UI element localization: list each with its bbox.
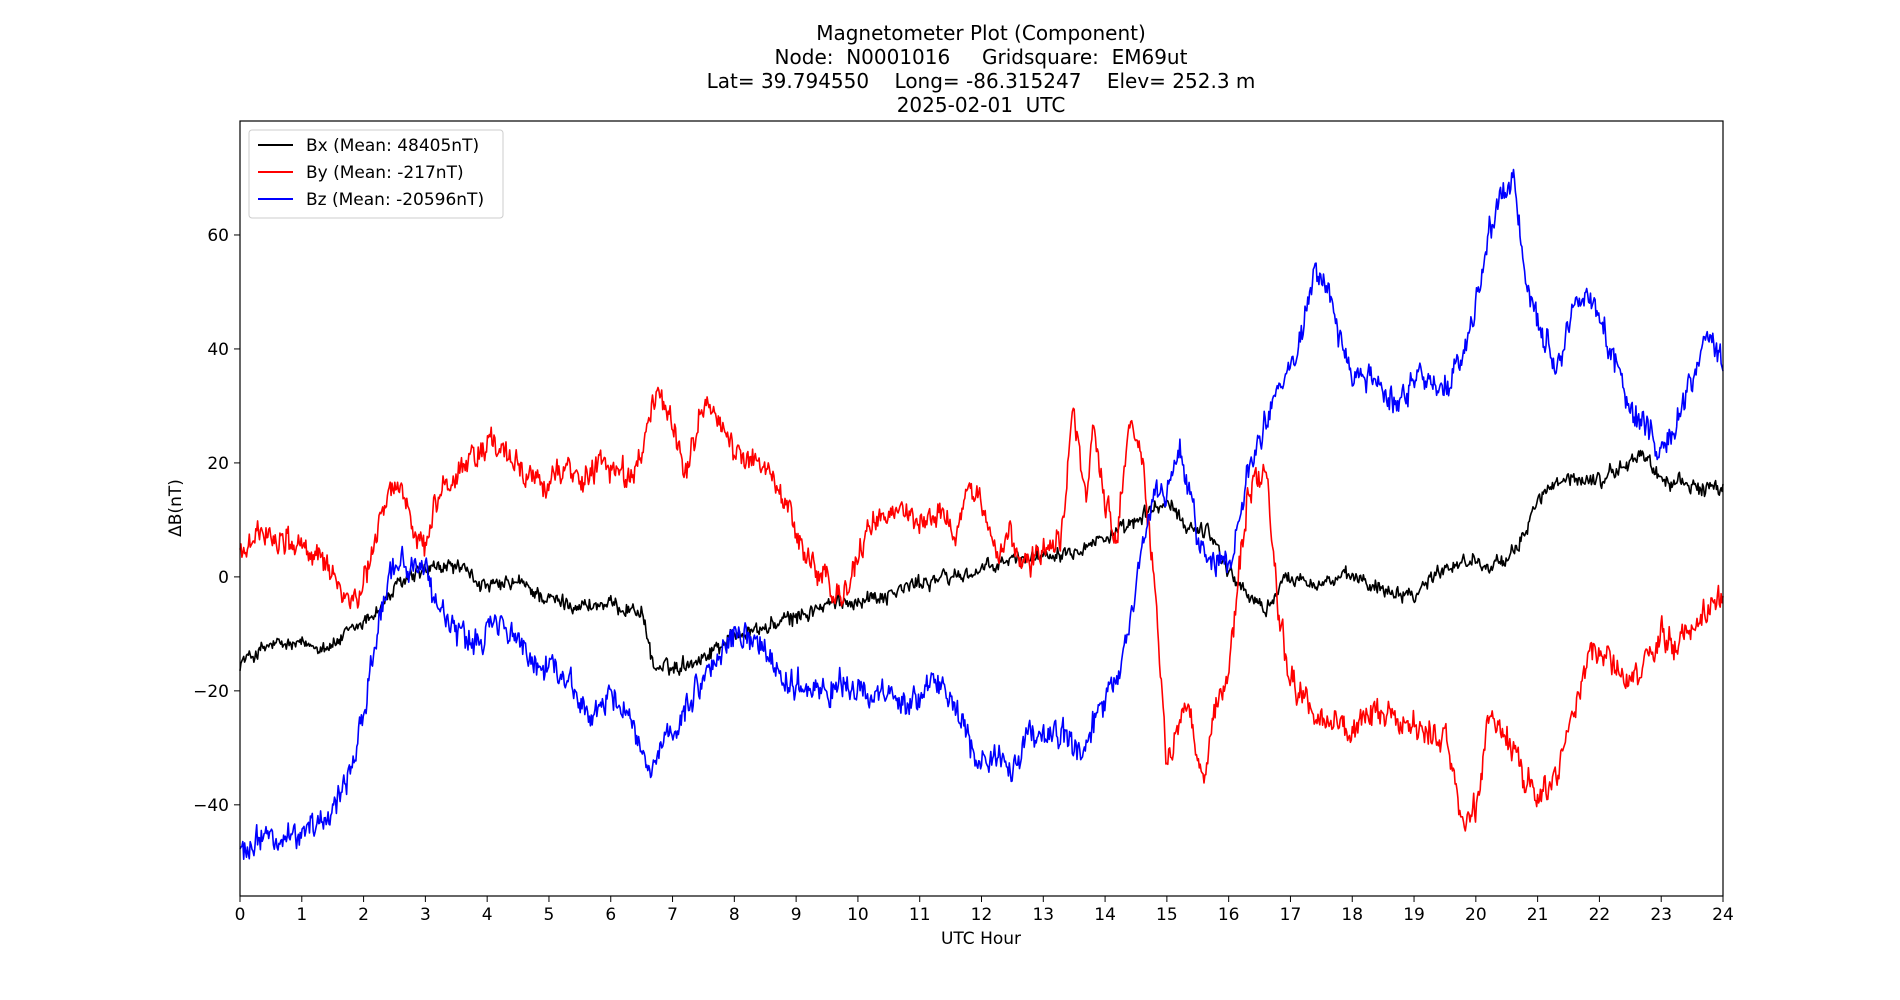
y-tick-label: 60 [207, 226, 229, 246]
x-axis-label: UTC Hour [941, 929, 1021, 949]
series-line-bz [239, 168, 1724, 860]
title-line-3: Lat= 39.794550 Long= -86.315247 Elev= 25… [707, 69, 1256, 93]
x-tick-label: 1 [296, 905, 307, 925]
x-tick-label: 7 [667, 905, 678, 925]
title-line-2: Node: N0001016 Gridsquare: EM69ut [775, 45, 1188, 69]
x-tick-label: 8 [729, 905, 740, 925]
y-tick-label: 20 [207, 454, 229, 474]
x-tick-label: 16 [1218, 905, 1240, 925]
series-group [239, 168, 1724, 860]
series-line-bx [239, 449, 1724, 676]
legend: Bx (Mean: 48405nT) By (Mean: -217nT) Bz … [248, 129, 504, 219]
x-tick-label: 9 [791, 905, 802, 925]
legend-label-bz: Bz (Mean: -20596nT) [306, 190, 484, 210]
x-tick-label: 10 [847, 905, 869, 925]
chart-title: Magnetometer Plot (Component) Node: N000… [707, 21, 1256, 117]
legend-label-by: By (Mean: -217nT) [306, 163, 464, 183]
x-tick-label: 20 [1465, 905, 1487, 925]
legend-label-bx: Bx (Mean: 48405nT) [306, 136, 479, 156]
x-tick-label: 5 [544, 905, 555, 925]
x-tick-label: 23 [1650, 905, 1672, 925]
y-tick-label: −20 [193, 682, 229, 702]
x-tick-label: 21 [1527, 905, 1549, 925]
y-tick-label: −40 [193, 796, 229, 816]
x-tick-label: 0 [235, 905, 246, 925]
y-tick-label: 40 [207, 340, 229, 360]
x-tick-label: 22 [1589, 905, 1611, 925]
x-tick-label: 6 [605, 905, 616, 925]
y-tick-label: 0 [218, 568, 229, 588]
title-line-1: Magnetometer Plot (Component) [816, 21, 1146, 45]
x-tick-label: 2 [358, 905, 369, 925]
series-line-by [239, 386, 1724, 832]
x-tick-label: 11 [909, 905, 931, 925]
x-axis: 0 1 2 3 4 5 6 7 8 9 10 11 12 13 14 15 16 17 18 19 20 21 22 23 24 [235, 896, 1734, 925]
x-tick-label: 24 [1712, 905, 1734, 925]
x-tick-label: 15 [1156, 905, 1178, 925]
x-tick-label: 14 [1094, 905, 1116, 925]
x-tick-label: 19 [1403, 905, 1425, 925]
x-tick-label: 13 [1032, 905, 1054, 925]
x-tick-label: 18 [1341, 905, 1363, 925]
y-axis-label: ΔB(nT) [166, 479, 186, 537]
x-tick-label: 4 [482, 905, 493, 925]
legend-box [248, 129, 504, 219]
x-tick-label: 12 [971, 905, 993, 925]
x-tick-label: 17 [1280, 905, 1302, 925]
y-axis: −40 −20 0 20 40 60 [193, 226, 240, 816]
title-line-4: 2025-02-01 UTC [897, 93, 1066, 117]
x-tick-label: 3 [420, 905, 431, 925]
